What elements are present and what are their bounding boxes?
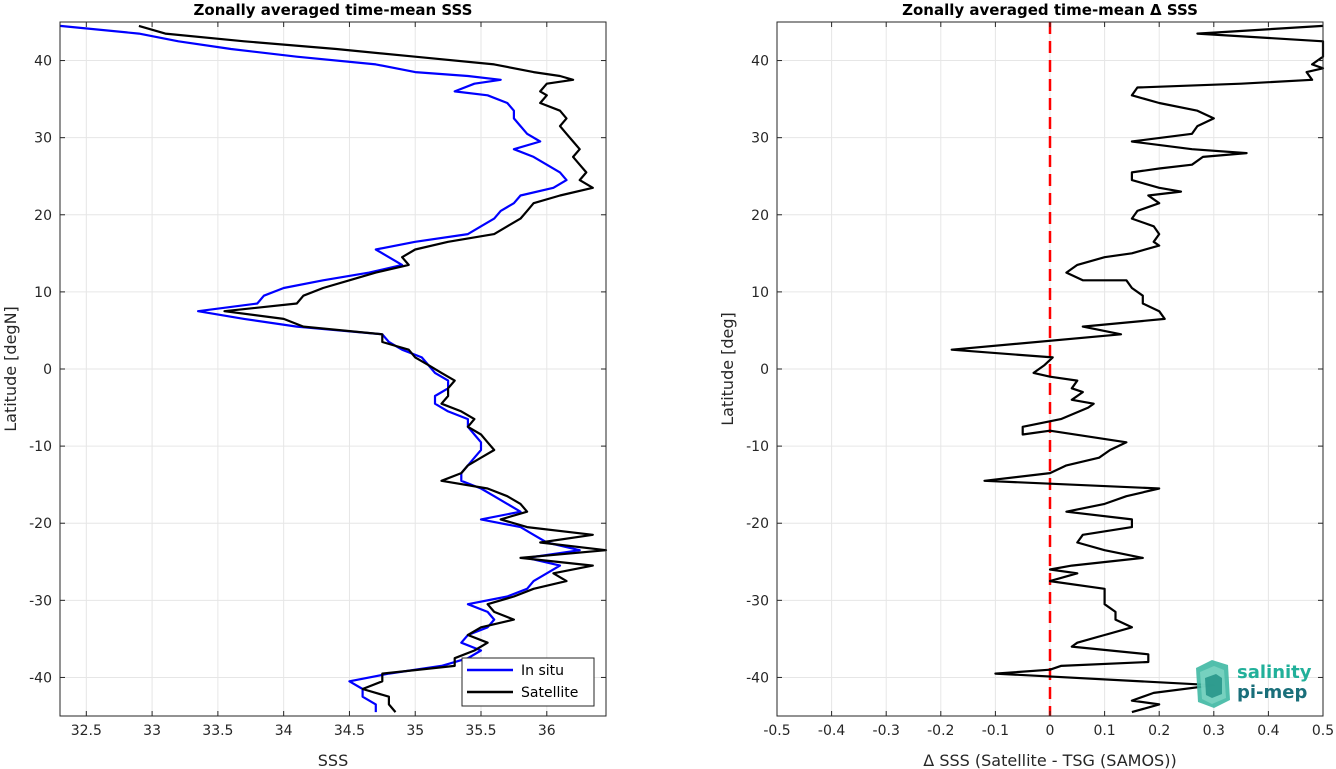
left-y-axis-label: Latitude [degN] [1,306,20,432]
right-x-tick-label: -0.4 [818,723,845,739]
right-y-axis-label: Latitude [deg] [718,312,737,426]
left-series-line-satellite [138,24,608,713]
left-x-tick-label: 33 [143,723,161,739]
right-y-tick-label: 30 [751,131,769,147]
legend: In situ Satellite [461,657,595,707]
logo-text-pi-mep: pi-mep [1237,682,1307,703]
right-series-group [950,24,1325,714]
left-series-line-in-situ [59,24,581,713]
right-y-ticks: -40 -30 -20 -10 0 10 20 30 40 [746,54,1323,686]
left-y-tick-label: 10 [34,285,52,301]
left-y-tick-label: -10 [29,439,52,455]
left-chart-title: Zonally averaged time-mean SSS [194,1,473,19]
right-y-tick-label: -10 [746,439,769,455]
logo-emblem-icon [1196,660,1230,708]
right-x-tick-label: -0.3 [873,723,900,739]
left-x-tick-label: 34 [275,723,293,739]
right-x-ticks: -0.5 -0.4 -0.3 -0.2 -0.1 0 0.1 0.2 0.3 0.4 0.5 [763,22,1334,739]
left-y-tick-label: 30 [34,131,52,147]
right-series-line-delta-sss [950,24,1325,714]
left-y-ticks: -40 -30 -20 -10 0 10 20 30 40 [29,54,606,686]
right-grid [776,22,1324,716]
left-y-tick-label: -20 [29,516,52,532]
right-x-tick-label: 0.5 [1312,723,1334,739]
right-x-axis-label: Δ SSS (Satellite - TSG (SAMOS)) [923,751,1176,769]
legend-label-satellite: Satellite [521,685,578,701]
right-y-tick-label: -40 [746,670,769,686]
left-x-ticks: 32.5 33 33.5 34 34.5 35 35.5 36 [71,22,556,739]
left-x-tick-label: 35 [406,723,424,739]
left-x-tick-label: 32.5 [71,723,102,739]
legend-label-in-situ: In situ [521,663,564,679]
right-y-tick-label: 20 [751,208,769,224]
left-series-group [59,24,608,713]
right-x-tick-label: 0.1 [1093,723,1115,739]
right-y-tick-label: 40 [751,54,769,70]
left-y-tick-label: -40 [29,670,52,686]
left-y-tick-label: 40 [34,54,52,70]
left-x-axis-label: SSS [318,751,348,769]
left-grid [60,22,606,716]
right-chart-panel: -0.5 -0.4 -0.3 -0.2 -0.1 0 0.1 0.2 0.3 0.4 0.5 -40… [718,1,1334,769]
right-y-tick-label: -20 [746,516,769,532]
left-x-tick-label: 36 [538,723,556,739]
right-x-tick-label: 0 [1046,723,1055,739]
left-y-tick-label: -30 [29,593,52,609]
right-x-tick-label: 0.3 [1203,723,1225,739]
right-x-tick-label: -0.1 [982,723,1009,739]
left-x-tick-label: 35.5 [465,723,496,739]
left-y-tick-label: 0 [43,362,52,378]
right-y-tick-label: -30 [746,593,769,609]
right-y-tick-label: 10 [751,285,769,301]
left-x-tick-label: 34.5 [334,723,365,739]
right-x-tick-label: -0.5 [763,723,790,739]
right-chart-title: Zonally averaged time-mean Δ SSS [902,1,1198,19]
left-x-tick-label: 33.5 [202,723,233,739]
right-x-tick-label: -0.2 [927,723,954,739]
logo-text-salinity: salinity [1237,662,1312,683]
right-x-tick-label: 0.2 [1148,723,1170,739]
right-x-tick-label: 0.4 [1257,723,1279,739]
left-y-tick-label: 20 [34,208,52,224]
left-chart-panel: 32.5 33 33.5 34 34.5 35 35.5 36 -40 -30 -20 -10 0 10… [1,1,608,769]
salinity-pi-mep-logo: salinity pi-mep [1196,660,1312,708]
right-y-tick-label: 0 [760,362,769,378]
legend-box [461,657,595,707]
